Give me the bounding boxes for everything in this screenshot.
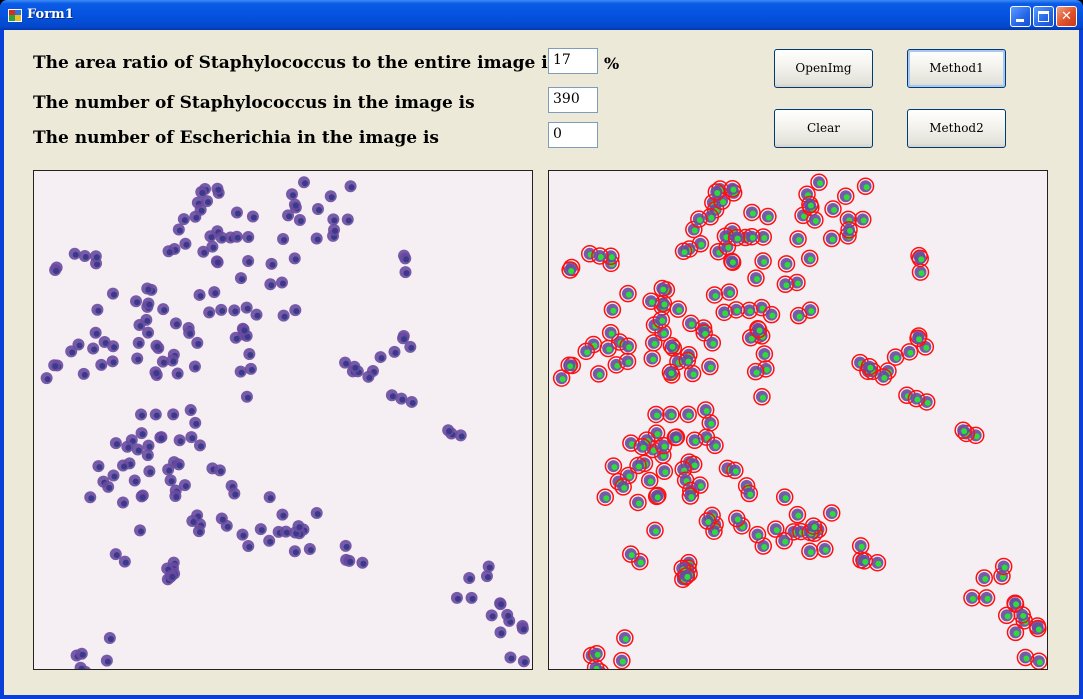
original-image-box (33, 170, 533, 670)
window-title: Form1 (27, 7, 74, 22)
original-micrograph (40, 176, 530, 669)
area-ratio-label: The area ratio of Staphylococcus to the … (33, 53, 558, 73)
method2-button[interactable]: Method2 (907, 109, 1006, 148)
escherichia-count-label: The number of Escherichia in the image i… (33, 128, 439, 148)
minimize-icon (1016, 19, 1024, 22)
method1-button[interactable]: Method1 (907, 49, 1006, 88)
close-button[interactable]: ✕ (1056, 6, 1077, 27)
segmented-micrograph (552, 173, 1047, 669)
staphylococcus-count-field[interactable]: 390 (548, 87, 598, 113)
form-client-area: The area ratio of Staphylococcus to the … (4, 30, 1079, 695)
staphylococcus-count-label: The number of Staphylococcus in the imag… (33, 93, 475, 113)
clear-button[interactable]: Clear (774, 109, 873, 148)
open-image-button[interactable]: OpenImg (774, 49, 873, 88)
percent-label: % (604, 54, 620, 73)
area-ratio-field[interactable]: 17 (548, 48, 598, 74)
escherichia-count-field[interactable]: 0 (548, 122, 598, 148)
maximize-button[interactable] (1033, 6, 1054, 27)
minimize-button[interactable] (1010, 6, 1031, 27)
close-icon: ✕ (1061, 9, 1072, 24)
app-icon (8, 9, 22, 22)
processed-image-box (548, 170, 1048, 670)
maximize-icon (1038, 11, 1049, 22)
title-bar[interactable]: Form1 ✕ (0, 0, 1083, 30)
